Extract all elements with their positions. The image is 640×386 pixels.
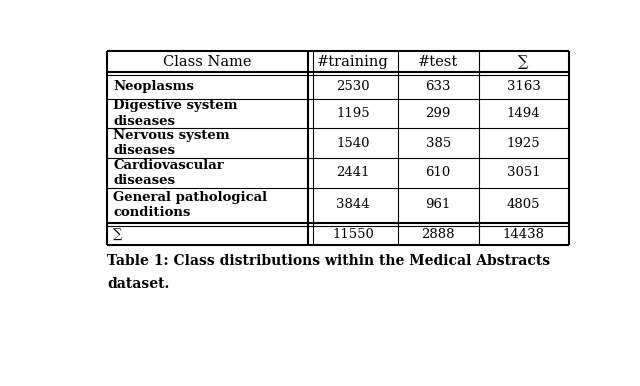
Text: 11550: 11550 bbox=[332, 227, 374, 240]
Text: 1195: 1195 bbox=[336, 107, 370, 120]
Text: 1494: 1494 bbox=[507, 107, 540, 120]
Text: General pathological
conditions: General pathological conditions bbox=[113, 191, 268, 219]
Text: #training: #training bbox=[317, 55, 388, 69]
Text: 961: 961 bbox=[426, 198, 451, 212]
Text: 1540: 1540 bbox=[336, 137, 370, 150]
Text: Cardiovascular
diseases: Cardiovascular diseases bbox=[113, 159, 224, 187]
Text: 385: 385 bbox=[426, 137, 451, 150]
Text: 14438: 14438 bbox=[502, 227, 545, 240]
Text: 633: 633 bbox=[426, 80, 451, 93]
Text: Table 1: Class distributions within the Medical Abstracts: Table 1: Class distributions within the … bbox=[108, 254, 550, 268]
Text: dataset.: dataset. bbox=[108, 277, 170, 291]
Text: 1925: 1925 bbox=[507, 137, 540, 150]
Text: ∑: ∑ bbox=[518, 55, 529, 69]
Text: 3844: 3844 bbox=[336, 198, 370, 212]
Text: 2530: 2530 bbox=[336, 80, 370, 93]
Text: 3051: 3051 bbox=[507, 166, 540, 179]
Text: 3163: 3163 bbox=[507, 80, 541, 93]
Text: Class Name: Class Name bbox=[163, 55, 252, 69]
Text: 2441: 2441 bbox=[336, 166, 370, 179]
Text: ∑: ∑ bbox=[113, 227, 123, 240]
Text: Digestive system
diseases: Digestive system diseases bbox=[113, 99, 237, 128]
Text: Neoplasms: Neoplasms bbox=[113, 80, 194, 93]
Text: 610: 610 bbox=[426, 166, 451, 179]
Text: 2888: 2888 bbox=[422, 227, 455, 240]
Text: Nervous system
diseases: Nervous system diseases bbox=[113, 129, 230, 157]
Text: 4805: 4805 bbox=[507, 198, 540, 212]
Text: #test: #test bbox=[418, 55, 458, 69]
Text: 299: 299 bbox=[426, 107, 451, 120]
